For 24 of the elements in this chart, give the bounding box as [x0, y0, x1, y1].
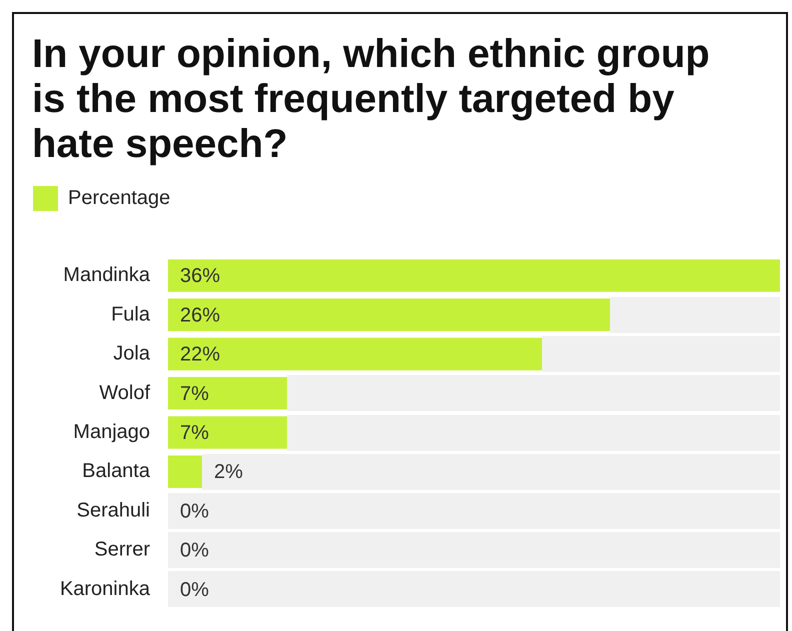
data-label: 0% [180, 578, 210, 601]
y-tick-label: Fula [111, 303, 151, 326]
legend-label: Percentage [68, 187, 170, 210]
data-label: 2% [214, 461, 244, 484]
data-label: 7% [180, 422, 210, 444]
y-tick-label: Karoninka [60, 578, 151, 600]
data-label: 7% [180, 382, 210, 405]
data-label: 22% [180, 344, 220, 366]
y-tick-label: Manjago [73, 421, 150, 444]
bar [168, 377, 287, 410]
data-label: 26% [180, 304, 220, 326]
data-label: 0% [180, 500, 210, 522]
data-label: 0% [180, 540, 210, 562]
data-label: 36% [180, 265, 220, 288]
y-tick-label: Serahuli [76, 499, 150, 522]
bar [168, 416, 287, 449]
y-tick-label: Serrer [94, 538, 150, 561]
y-tick-label: Wolof [99, 382, 150, 404]
bar [168, 455, 202, 488]
bar [168, 259, 780, 292]
chart-title: In your opinion, which ethnic group is the most frequently targeted by hate speech? [32, 32, 711, 167]
y-tick-label: Mandinka [63, 264, 151, 286]
y-tick-label: Jola [113, 342, 151, 365]
y-tick-label: Balanta [82, 460, 151, 482]
